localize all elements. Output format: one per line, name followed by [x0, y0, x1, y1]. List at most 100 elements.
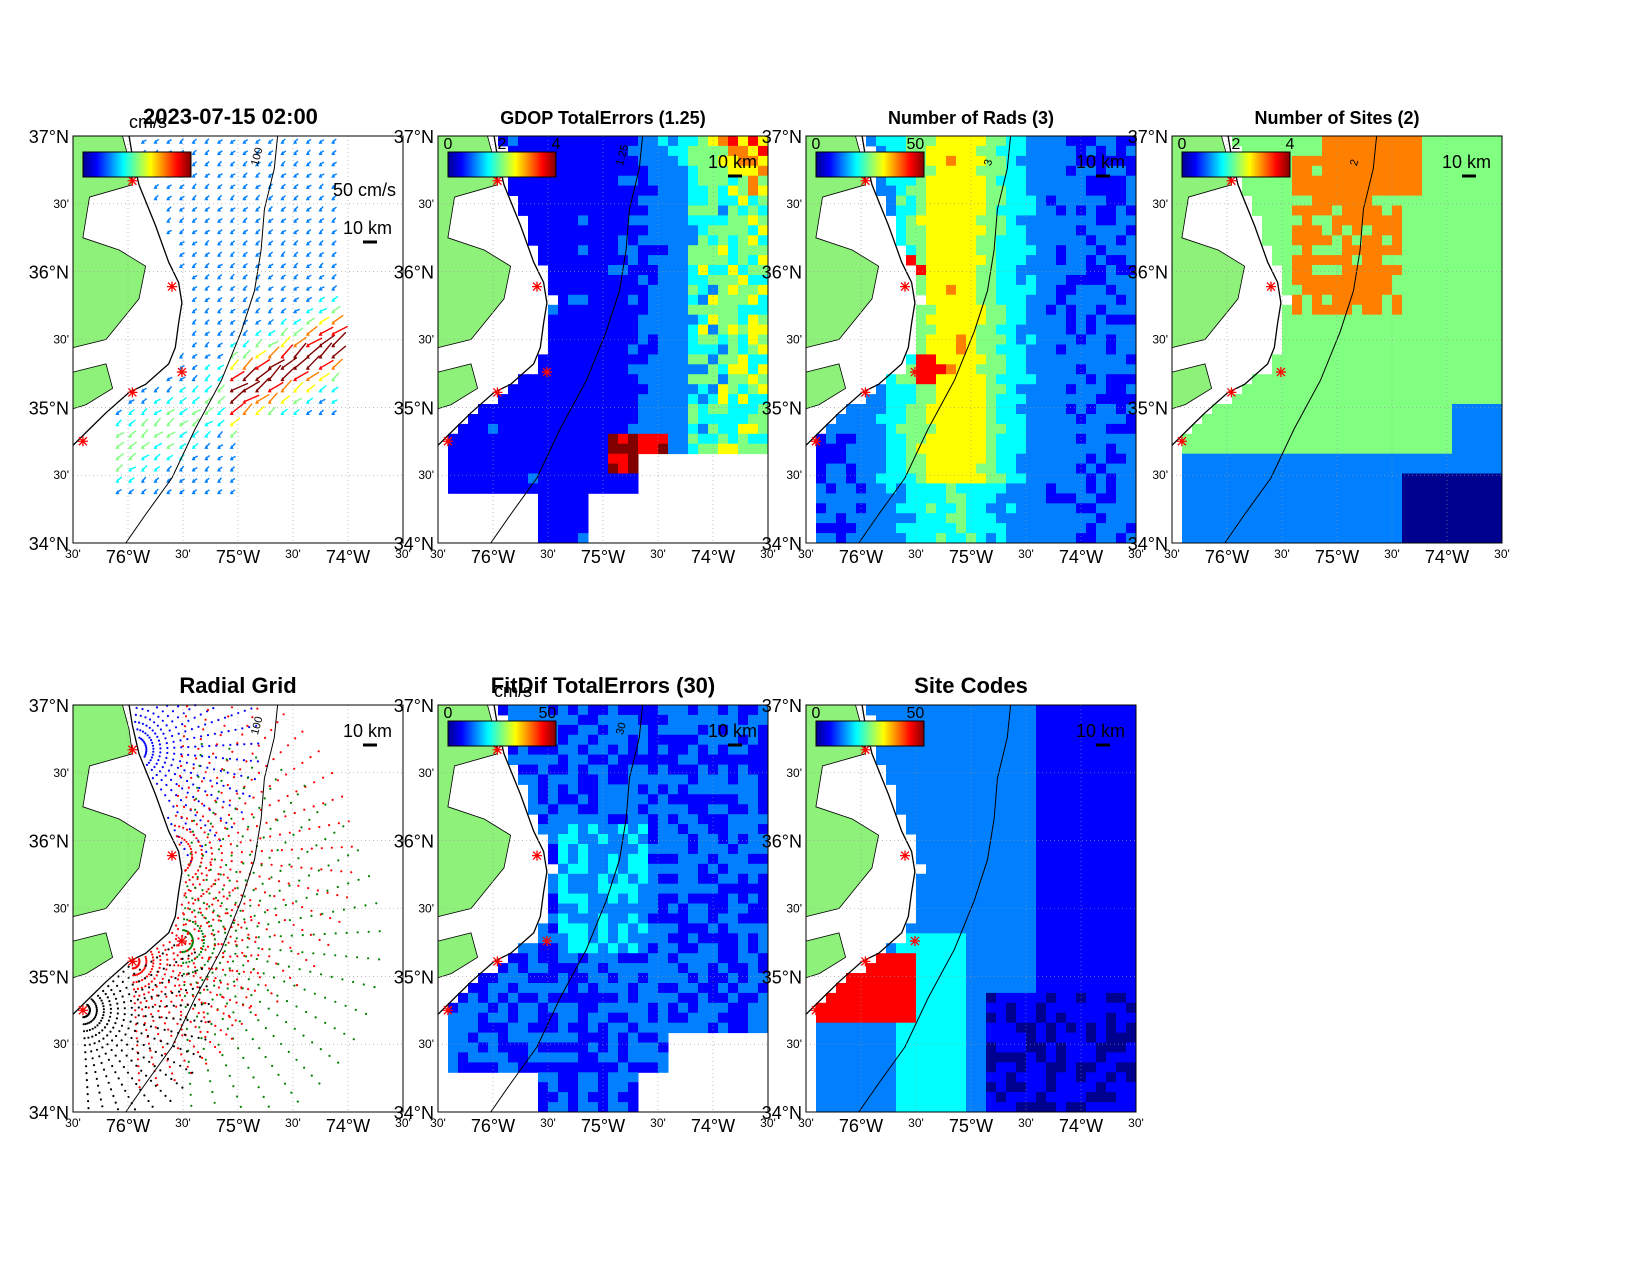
grid-cell	[816, 433, 827, 445]
grid-cell	[678, 324, 689, 335]
radial-grid-point	[272, 1034, 275, 1038]
grid-cell	[1272, 503, 1283, 514]
vector-head	[178, 184, 183, 189]
grid-cell	[1412, 205, 1423, 216]
grid-cell	[698, 284, 709, 296]
grid-cell	[976, 195, 987, 206]
grid-cell	[1106, 384, 1117, 395]
grid-cell	[628, 304, 639, 316]
grid-cell	[538, 245, 549, 256]
radial-grid-point	[212, 929, 215, 932]
grid-cell	[826, 523, 837, 534]
grid-cell	[1202, 414, 1213, 425]
grid-cell	[1056, 433, 1067, 445]
grid-cell	[1362, 513, 1373, 524]
radial-grid-point	[174, 814, 178, 817]
grid-cell	[886, 473, 897, 484]
grid-cell	[936, 225, 947, 236]
grid-cell	[608, 443, 619, 455]
grid-cell	[1106, 364, 1117, 375]
grid-cell	[996, 354, 1007, 365]
radial-grid-point	[186, 918, 189, 921]
grid-cell	[1066, 205, 1077, 216]
radial-grid-point	[190, 859, 193, 862]
grid-cell	[1116, 185, 1127, 196]
grid-cell	[538, 513, 549, 524]
grid-cell	[698, 374, 709, 385]
vector-head	[242, 297, 247, 302]
grid-cell	[1482, 334, 1493, 345]
grid-cell	[1342, 205, 1353, 216]
grid-cell	[1462, 155, 1473, 167]
hf-radar-site-marker	[1226, 387, 1237, 398]
grid-cell	[748, 165, 759, 177]
grid-cell	[1056, 314, 1067, 326]
grid-cell	[1066, 165, 1077, 177]
grid-cell	[886, 513, 897, 524]
radial-grid-point	[246, 724, 249, 728]
grid-cell	[976, 443, 987, 455]
grid-cell	[728, 384, 739, 395]
radial-grid-point	[249, 1005, 253, 1008]
grid-cell	[578, 235, 589, 246]
grid-cell	[1372, 215, 1383, 226]
grid-cell	[578, 513, 589, 524]
grid-cell	[718, 175, 729, 187]
radial-grid-point	[278, 889, 281, 892]
grid-cell	[886, 175, 897, 187]
grid-cell	[568, 334, 579, 345]
radial-grid-point	[190, 776, 193, 780]
grid-cell	[1026, 215, 1037, 226]
grid-cell	[1232, 483, 1243, 494]
grid-cell	[1442, 225, 1453, 236]
grid-cell	[1076, 225, 1087, 236]
grid-cell	[1096, 324, 1107, 335]
grid-cell	[708, 324, 719, 335]
vector-head	[217, 151, 221, 155]
grid-cell	[1352, 374, 1363, 385]
grid-cell	[638, 275, 649, 286]
vector-head	[229, 343, 234, 348]
vector-head	[242, 343, 247, 348]
vector-head	[178, 139, 183, 144]
grid-cell	[1046, 453, 1057, 465]
latitude-tick-label: 35°N	[394, 398, 434, 418]
latitude-tick-label: 30'	[53, 333, 69, 347]
grid-cell	[1212, 523, 1223, 534]
grid-cell	[1116, 493, 1127, 504]
vector-head	[204, 162, 209, 167]
vector-head	[128, 456, 133, 461]
grid-cell	[1392, 205, 1403, 216]
grid-cell	[1422, 473, 1433, 484]
radial-grid-point	[240, 851, 243, 854]
grid-cell	[1036, 443, 1047, 455]
vector-head	[255, 173, 259, 178]
grid-cell	[1492, 394, 1503, 405]
grid-cell	[688, 175, 699, 187]
grid-cell	[1422, 245, 1433, 256]
grid-cell	[1432, 255, 1443, 266]
grid-cell	[926, 245, 937, 256]
grid-cell	[678, 374, 689, 385]
grid-cell	[1382, 165, 1393, 177]
grid-cell	[538, 205, 549, 216]
radial-grid-point	[181, 745, 185, 748]
radial-grid-point	[277, 880, 281, 883]
grid-cell	[648, 275, 659, 286]
grid-cell	[1422, 225, 1433, 236]
grid-cell	[748, 354, 759, 365]
longitude-tick-label: 30'	[1164, 547, 1180, 561]
grid-cell	[916, 284, 927, 296]
vector-head	[191, 331, 196, 336]
radial-grid-point	[151, 741, 154, 745]
grid-cell	[946, 384, 957, 395]
radial-grid-point	[148, 718, 152, 721]
grid-cell	[658, 394, 669, 405]
radial-grid-point	[231, 969, 234, 972]
grid-cell	[608, 175, 619, 187]
grid-cell	[1492, 304, 1503, 316]
grid-cell	[866, 136, 877, 147]
vector-head	[229, 151, 234, 155]
grid-cell	[1116, 443, 1127, 455]
current-vector	[142, 465, 148, 471]
